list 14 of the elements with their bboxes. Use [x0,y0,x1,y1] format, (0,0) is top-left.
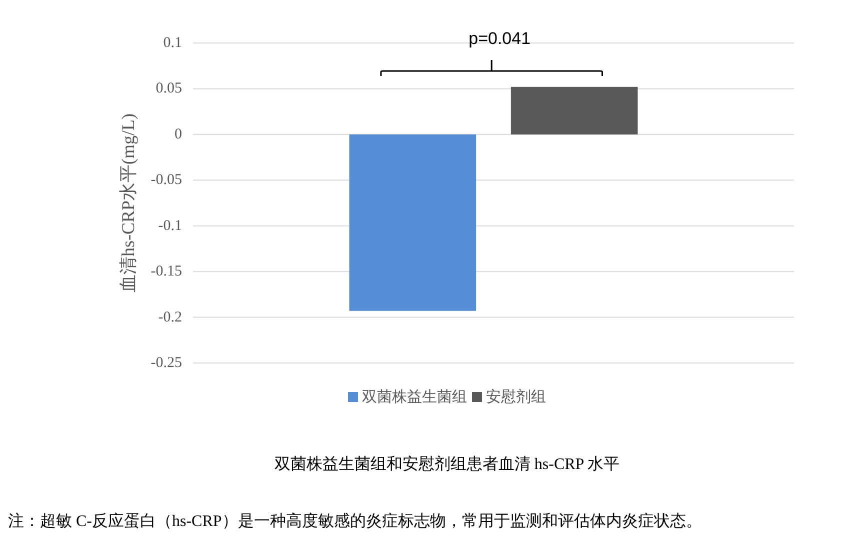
y-tick-label: -0.1 [158,218,182,234]
text: 双菌株益生菌组和安慰剂组患者血清 hs-CRP 水平 [274,455,620,473]
y-tick-label: -0.2 [158,309,182,326]
annotation: p=0.041 [468,29,531,48]
text: 注：超敏 C-反应蛋白（hs-CRP）是一种高度敏感的炎症标志物，常用于监测和评估体内炎症状态。 [8,512,702,530]
y-tick-label: 0 [174,126,182,142]
y-tick-label: -0.15 [150,264,182,280]
y-tick-label: -0.25 [150,355,182,371]
legend-label: 安慰剂组 [486,388,546,406]
y-tick-label: 0.05 [156,80,182,97]
legend-label: 双菌株益生菌组 [362,388,467,406]
y-tick-label: -0.05 [150,172,182,188]
y-tick-label: 0.1 [163,35,182,51]
y-axis-title: 血清hs-CRP水平(mg/L) [118,113,138,293]
